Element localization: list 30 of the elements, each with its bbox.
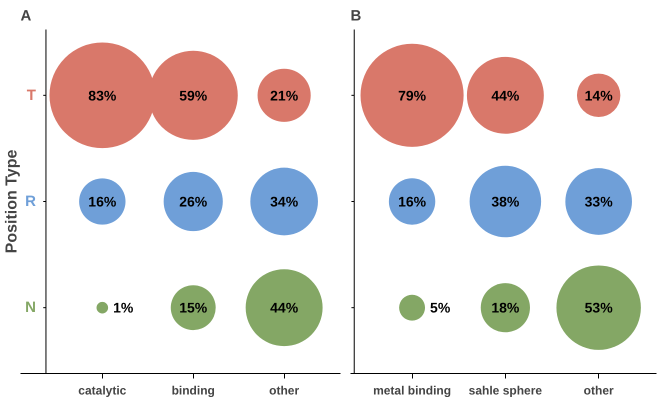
data-label: 44% <box>270 300 299 316</box>
data-label: 33% <box>584 194 614 210</box>
text: B <box>350 8 362 24</box>
data-label: 38% <box>491 194 520 210</box>
data-label: 16% <box>88 194 117 210</box>
data-label: 34% <box>270 194 299 210</box>
data-label: 16% <box>398 194 427 210</box>
category-label: binding <box>172 384 215 398</box>
data-label: 14% <box>584 87 614 104</box>
category-label: other <box>584 384 614 398</box>
series-label: T <box>26 86 36 104</box>
data-label: 59% <box>179 87 208 104</box>
text: Position Type <box>4 150 20 254</box>
data-label: 83% <box>88 87 117 104</box>
data-label: 44% <box>491 87 520 104</box>
data-label: 21% <box>270 87 299 104</box>
category-label: metal binding <box>373 384 452 398</box>
data-label: 18% <box>491 300 520 316</box>
category-label: other <box>269 384 300 398</box>
text: R <box>25 193 36 210</box>
text: N <box>25 299 36 316</box>
data-label: 5% <box>430 300 451 316</box>
data-label: 79% <box>398 87 427 104</box>
category-label: sahle sphere <box>468 384 542 398</box>
data-label: 26% <box>179 194 208 210</box>
data-label: 53% <box>584 300 614 316</box>
data-label: 1% <box>113 300 134 316</box>
data-label: 15% <box>179 300 208 316</box>
category-label: catalytic <box>78 384 127 398</box>
text: A <box>20 8 32 24</box>
